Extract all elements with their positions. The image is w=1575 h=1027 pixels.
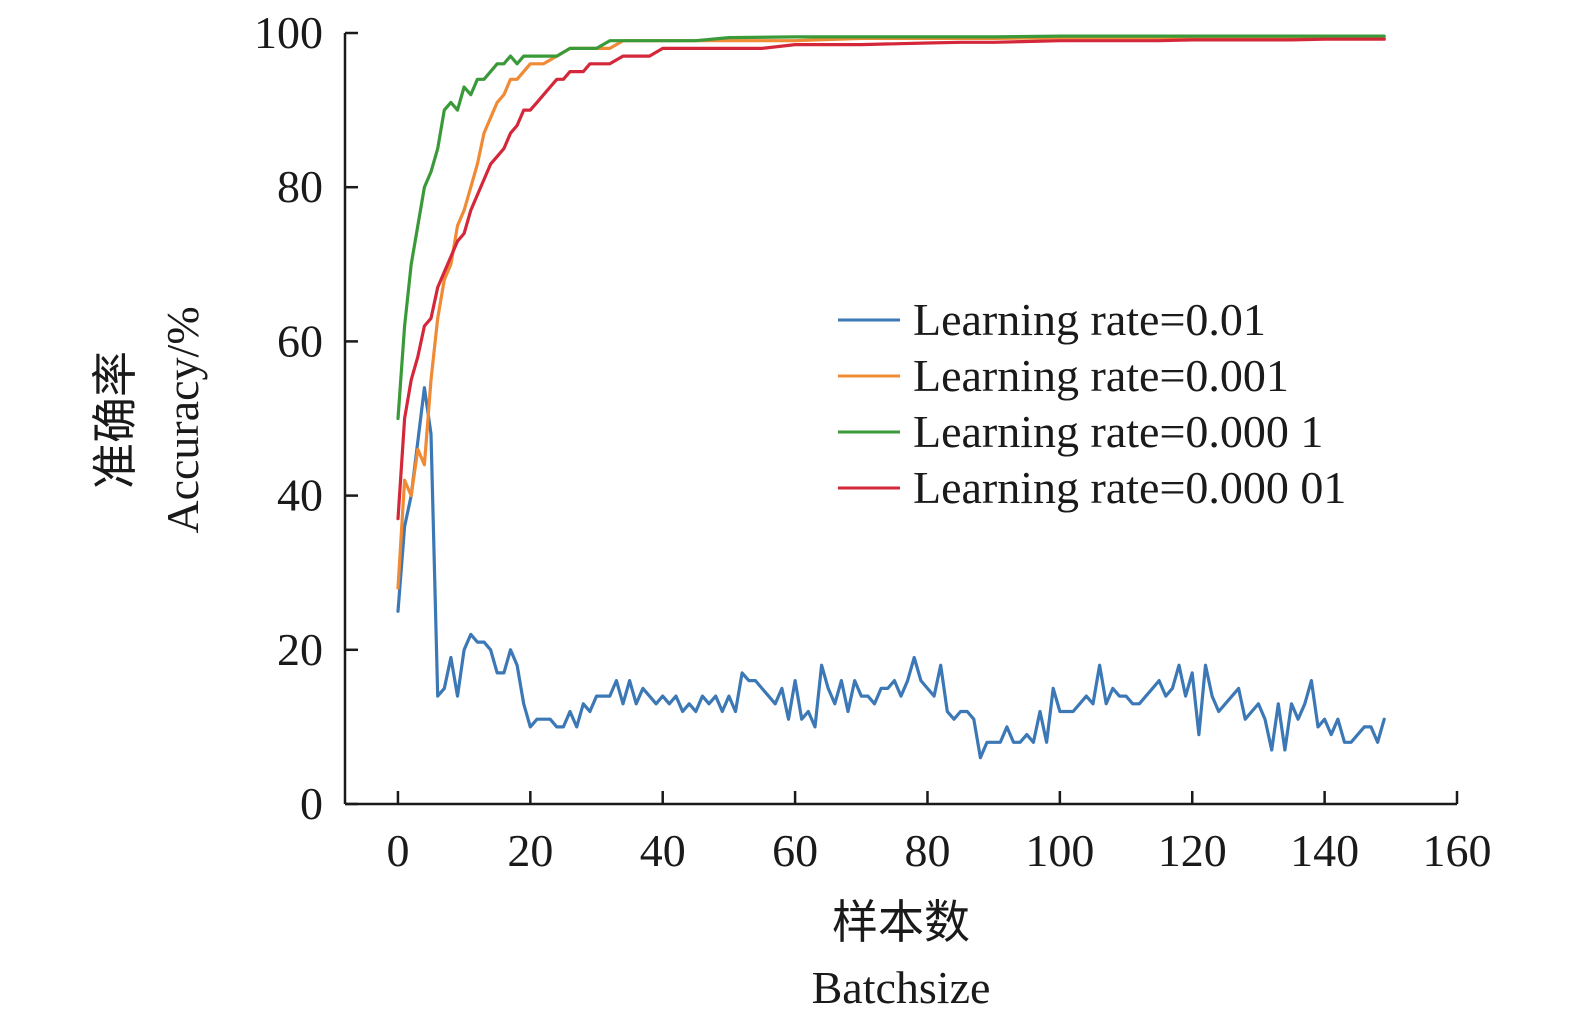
y-tick-label: 20 <box>277 624 323 675</box>
x-tick-label: 100 <box>1025 825 1094 876</box>
x-tick-label: 20 <box>507 825 553 876</box>
y-tick-label: 40 <box>277 470 323 521</box>
y-tick-label: 60 <box>277 315 323 366</box>
y-tick-label: 100 <box>254 7 323 58</box>
legend-label-2: Learning rate=0.001 <box>913 350 1289 401</box>
legend-label-3: Learning rate=0.000 1 <box>913 406 1323 457</box>
y-ticks: 0 20 40 60 80 100 <box>254 7 358 829</box>
series-line-3 <box>396 34 1386 421</box>
y-axis-title-en: Accuracy/% <box>157 306 208 533</box>
x-ticks: 0 20 40 60 80 100 120 140 160 <box>386 791 1492 876</box>
x-axis-title-zh: 样本数 <box>832 897 970 948</box>
y-tick-label: 0 <box>300 778 323 829</box>
legend-label-4: Learning rate=0.000 01 <box>913 462 1346 513</box>
series-line-1 <box>396 386 1386 760</box>
x-tick-label: 60 <box>772 825 818 876</box>
y-axis-title-zh: 准确率 <box>90 351 141 489</box>
x-tick-label: 160 <box>1423 825 1492 876</box>
legend-label-1: Learning rate=0.01 <box>913 294 1266 345</box>
x-tick-label: 80 <box>904 825 950 876</box>
x-tick-label: 0 <box>386 825 409 876</box>
series-line-4 <box>396 37 1386 521</box>
y-tick-label: 80 <box>277 161 323 212</box>
x-tick-label: 40 <box>640 825 686 876</box>
x-tick-label: 140 <box>1290 825 1359 876</box>
x-axis-title-en: Batchsize <box>812 962 991 1013</box>
x-tick-label: 120 <box>1158 825 1227 876</box>
series-group <box>396 34 1386 760</box>
